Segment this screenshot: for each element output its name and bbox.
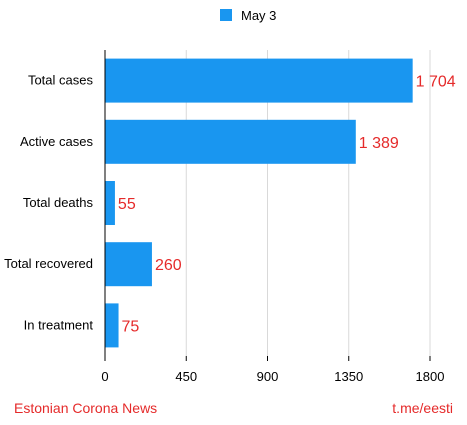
footer-link: t.me/eesti — [392, 400, 453, 416]
footer-source: Estonian Corona News — [14, 400, 158, 416]
bar-0 — [105, 58, 413, 103]
x-tick-label-1: 450 — [175, 369, 197, 384]
category-label-1: Active cases — [20, 134, 93, 149]
value-label-4: 75 — [122, 318, 140, 335]
category-label-4: In treatment — [24, 317, 94, 332]
legend-swatch — [220, 9, 232, 21]
category-label-3: Total recovered — [4, 256, 93, 271]
x-tick-label-4: 1800 — [416, 369, 445, 384]
x-tick-label-0: 0 — [101, 369, 108, 384]
x-tick-label-2: 900 — [257, 369, 279, 384]
category-label-2: Total deaths — [23, 195, 94, 210]
value-label-0: 1 704 — [416, 74, 456, 91]
bar-2 — [105, 181, 115, 225]
legend-label: May 3 — [241, 7, 277, 23]
value-label-2: 55 — [118, 196, 136, 213]
category-label-0: Total cases — [28, 73, 94, 88]
bar-1 — [105, 119, 356, 164]
value-label-1: 1 389 — [359, 135, 399, 152]
value-label-3: 260 — [155, 257, 182, 274]
legend: May 3 — [220, 6, 276, 24]
bar-4 — [105, 303, 119, 348]
bar-3 — [105, 242, 152, 287]
x-tick-label-3: 1350 — [334, 369, 363, 384]
